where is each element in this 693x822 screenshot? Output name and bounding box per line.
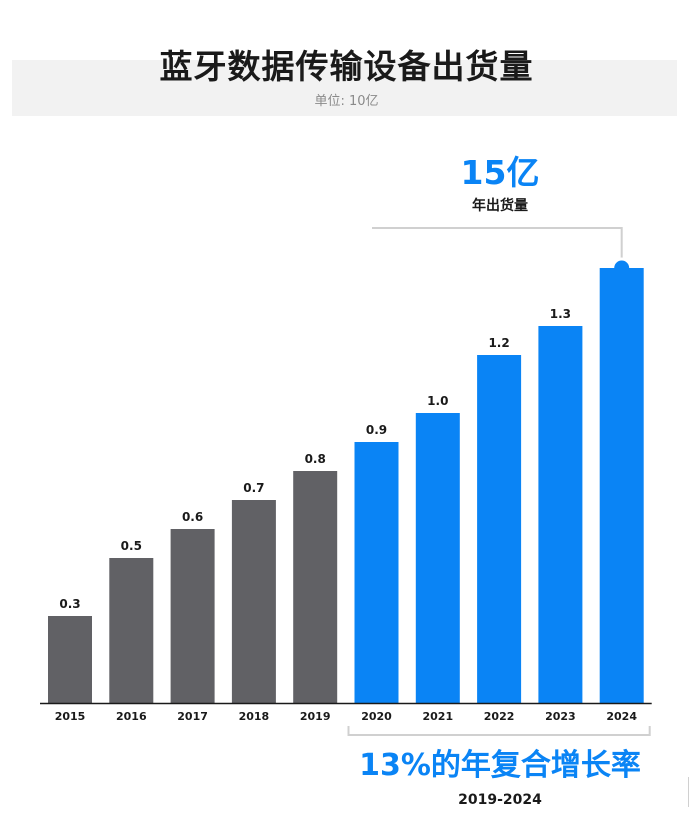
tick-label-2021: 2021	[422, 710, 453, 723]
tick-label-2018: 2018	[239, 710, 270, 723]
bars-group	[48, 268, 644, 703]
tick-label-2024: 2024	[606, 710, 637, 723]
unit-label: 单位: 10亿	[314, 94, 379, 109]
value-label-2019: 0.8	[305, 452, 326, 466]
cagr-bracket	[347, 726, 651, 736]
tick-label-2016: 2016	[116, 710, 147, 723]
cagr-value: 13%的年复合增长率	[359, 748, 641, 783]
tick-label-2017: 2017	[177, 710, 208, 723]
value-label-2016: 0.5	[121, 539, 142, 553]
bar-2020	[354, 442, 399, 703]
bar-2016	[109, 558, 154, 703]
tick-label-2020: 2020	[361, 710, 392, 723]
chart-title: 蓝牙数据传输设备出货量	[159, 47, 534, 86]
callout-connector	[372, 227, 633, 279]
bar-2024	[599, 268, 644, 703]
cagr-range: 2019-2024	[458, 792, 542, 808]
value-label-2023: 1.3	[550, 307, 571, 321]
bar-2021	[415, 413, 460, 703]
value-label-2018: 0.7	[243, 481, 264, 495]
bar-2023	[538, 326, 583, 703]
value-label-2017: 0.6	[182, 510, 203, 524]
tick-label-2015: 2015	[55, 710, 86, 723]
callout-line	[372, 227, 623, 266]
bar-2019	[293, 471, 338, 703]
bar-2017	[170, 529, 215, 703]
value-label-2015: 0.3	[59, 597, 80, 611]
value-label-2022: 1.2	[488, 336, 509, 350]
callout-label: 年出货量	[472, 198, 528, 214]
tick-label-2022: 2022	[484, 710, 515, 723]
value-label-2020: 0.9	[366, 423, 387, 437]
bar-2018	[231, 500, 276, 703]
value-label-2021: 1.0	[427, 394, 448, 408]
bar-2022	[477, 355, 522, 703]
tick-label-2023: 2023	[545, 710, 576, 723]
edge-divider	[688, 777, 689, 807]
callout-value: 15亿	[460, 153, 540, 192]
bar-2015	[48, 616, 92, 703]
tick-labels-group: 2015 2016 2017 2018 2019 2020 2021 2022 2023 2024	[55, 710, 638, 723]
tick-label-2019: 2019	[300, 710, 331, 723]
title-band	[12, 60, 677, 116]
value-labels-group: 0.3 0.5 0.6 0.7 0.8 0.9 1.0 1.2 1.3	[59, 307, 571, 611]
